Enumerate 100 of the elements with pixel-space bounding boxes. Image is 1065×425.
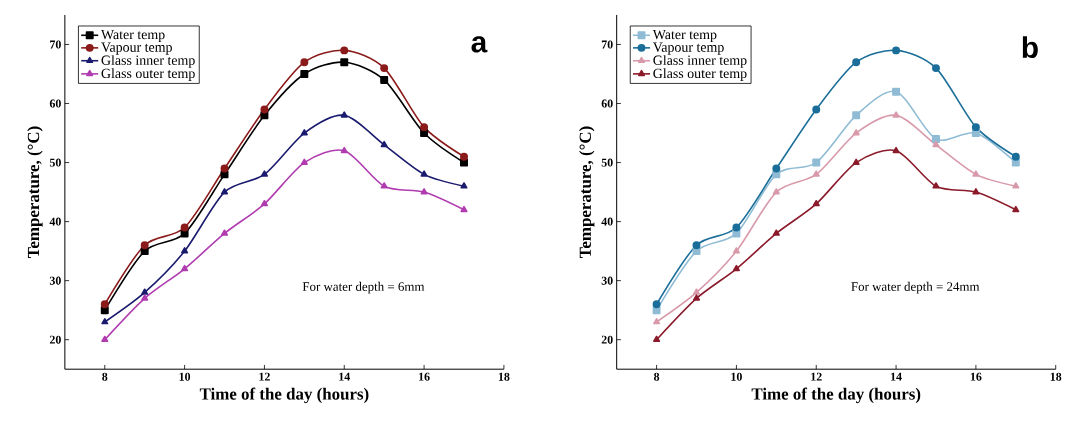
y-tick-label: 50 — [49, 158, 61, 167]
point — [300, 158, 308, 165]
y-tick-label: 50 — [601, 158, 613, 167]
point — [772, 229, 780, 236]
point — [812, 158, 821, 167]
point — [220, 229, 229, 236]
point — [692, 294, 701, 301]
point — [380, 75, 389, 84]
y-tick-label: 40 — [49, 217, 61, 226]
y-tick-label: 20 — [601, 335, 613, 344]
y-tick-label: 60 — [601, 99, 613, 108]
point — [692, 241, 701, 250]
y-tick-label: 60 — [49, 99, 61, 108]
annotation: a — [471, 36, 488, 53]
point — [732, 247, 740, 254]
x-tick-label: 14 — [339, 372, 350, 381]
point — [732, 264, 740, 272]
x-tick-label: 8 — [654, 372, 660, 381]
point — [101, 335, 109, 343]
point — [300, 129, 308, 136]
point — [181, 264, 189, 272]
legend-label: Water temp — [100, 29, 165, 43]
legend-label: Glass inner temp — [653, 55, 747, 68]
legend-label: Vapour temp — [101, 42, 172, 55]
x-tick-label: 18 — [1050, 372, 1062, 381]
x-tick-label: 16 — [419, 372, 430, 381]
point — [140, 241, 149, 250]
point — [972, 170, 980, 177]
x-tick-label: 14 — [891, 372, 902, 381]
point — [300, 70, 309, 78]
x-axis-title: Time of the day (hours) — [751, 387, 921, 404]
point — [1011, 152, 1020, 161]
point — [100, 300, 109, 309]
point — [732, 223, 741, 232]
x-axis-title: Time of the day (hours) — [199, 387, 369, 404]
point — [380, 140, 388, 148]
point — [420, 123, 429, 132]
y-tick-label: 30 — [49, 276, 61, 285]
point — [460, 182, 468, 189]
x-tick-label: 12 — [259, 372, 270, 381]
point — [101, 317, 109, 325]
y-tick-label: 20 — [49, 335, 61, 344]
annotation: For water depth = 6mm — [302, 281, 425, 294]
annotation: b — [1022, 36, 1038, 59]
point — [692, 288, 701, 295]
point — [892, 46, 901, 55]
point — [932, 134, 940, 143]
point — [141, 294, 149, 301]
point — [180, 223, 189, 232]
point — [652, 300, 661, 309]
point — [852, 129, 860, 136]
y-tick-label: 30 — [601, 276, 613, 285]
point — [971, 123, 980, 132]
point — [1012, 205, 1020, 213]
point — [260, 199, 268, 207]
point — [141, 288, 149, 295]
point — [892, 87, 901, 96]
point — [181, 247, 189, 254]
y-tick-label: 40 — [601, 217, 613, 226]
y-axis-title: Temperature, (°C) — [27, 126, 43, 259]
point — [852, 58, 861, 67]
point — [812, 170, 820, 177]
point — [932, 64, 940, 73]
annotation: For water depth = 24mm — [851, 281, 980, 294]
point — [972, 188, 980, 195]
y-tick-label: 70 — [50, 40, 61, 49]
point — [812, 105, 821, 114]
x-tick-label: 10 — [731, 372, 742, 381]
point — [300, 58, 309, 67]
point — [340, 46, 349, 55]
point — [892, 111, 900, 118]
point — [220, 164, 229, 173]
point — [220, 188, 229, 195]
x-tick-label: 8 — [102, 372, 108, 381]
point — [772, 188, 780, 195]
point — [260, 105, 269, 114]
legend-label: Glass outer temp — [101, 68, 195, 81]
x-tick-label: 10 — [179, 372, 191, 381]
point — [420, 170, 428, 177]
point — [772, 164, 781, 173]
point — [420, 188, 428, 195]
point — [340, 111, 348, 118]
point — [852, 158, 860, 165]
legend-label: Glass outer temp — [653, 68, 747, 81]
point — [653, 317, 661, 325]
x-tick-label: 18 — [498, 372, 510, 381]
legend-label: Glass inner temp — [101, 55, 195, 68]
point — [932, 182, 940, 189]
legend-label: Vapour temp — [652, 42, 724, 55]
point — [460, 205, 468, 213]
point — [653, 335, 661, 343]
legend-label: Water temp — [652, 29, 717, 43]
point — [852, 111, 861, 120]
point — [812, 199, 820, 207]
point — [892, 146, 900, 154]
point — [380, 64, 389, 73]
y-axis-title: Temperature, (°C) — [579, 126, 595, 259]
point — [260, 170, 268, 177]
x-tick-label: 12 — [811, 372, 822, 381]
y-tick-label: 70 — [601, 40, 613, 49]
